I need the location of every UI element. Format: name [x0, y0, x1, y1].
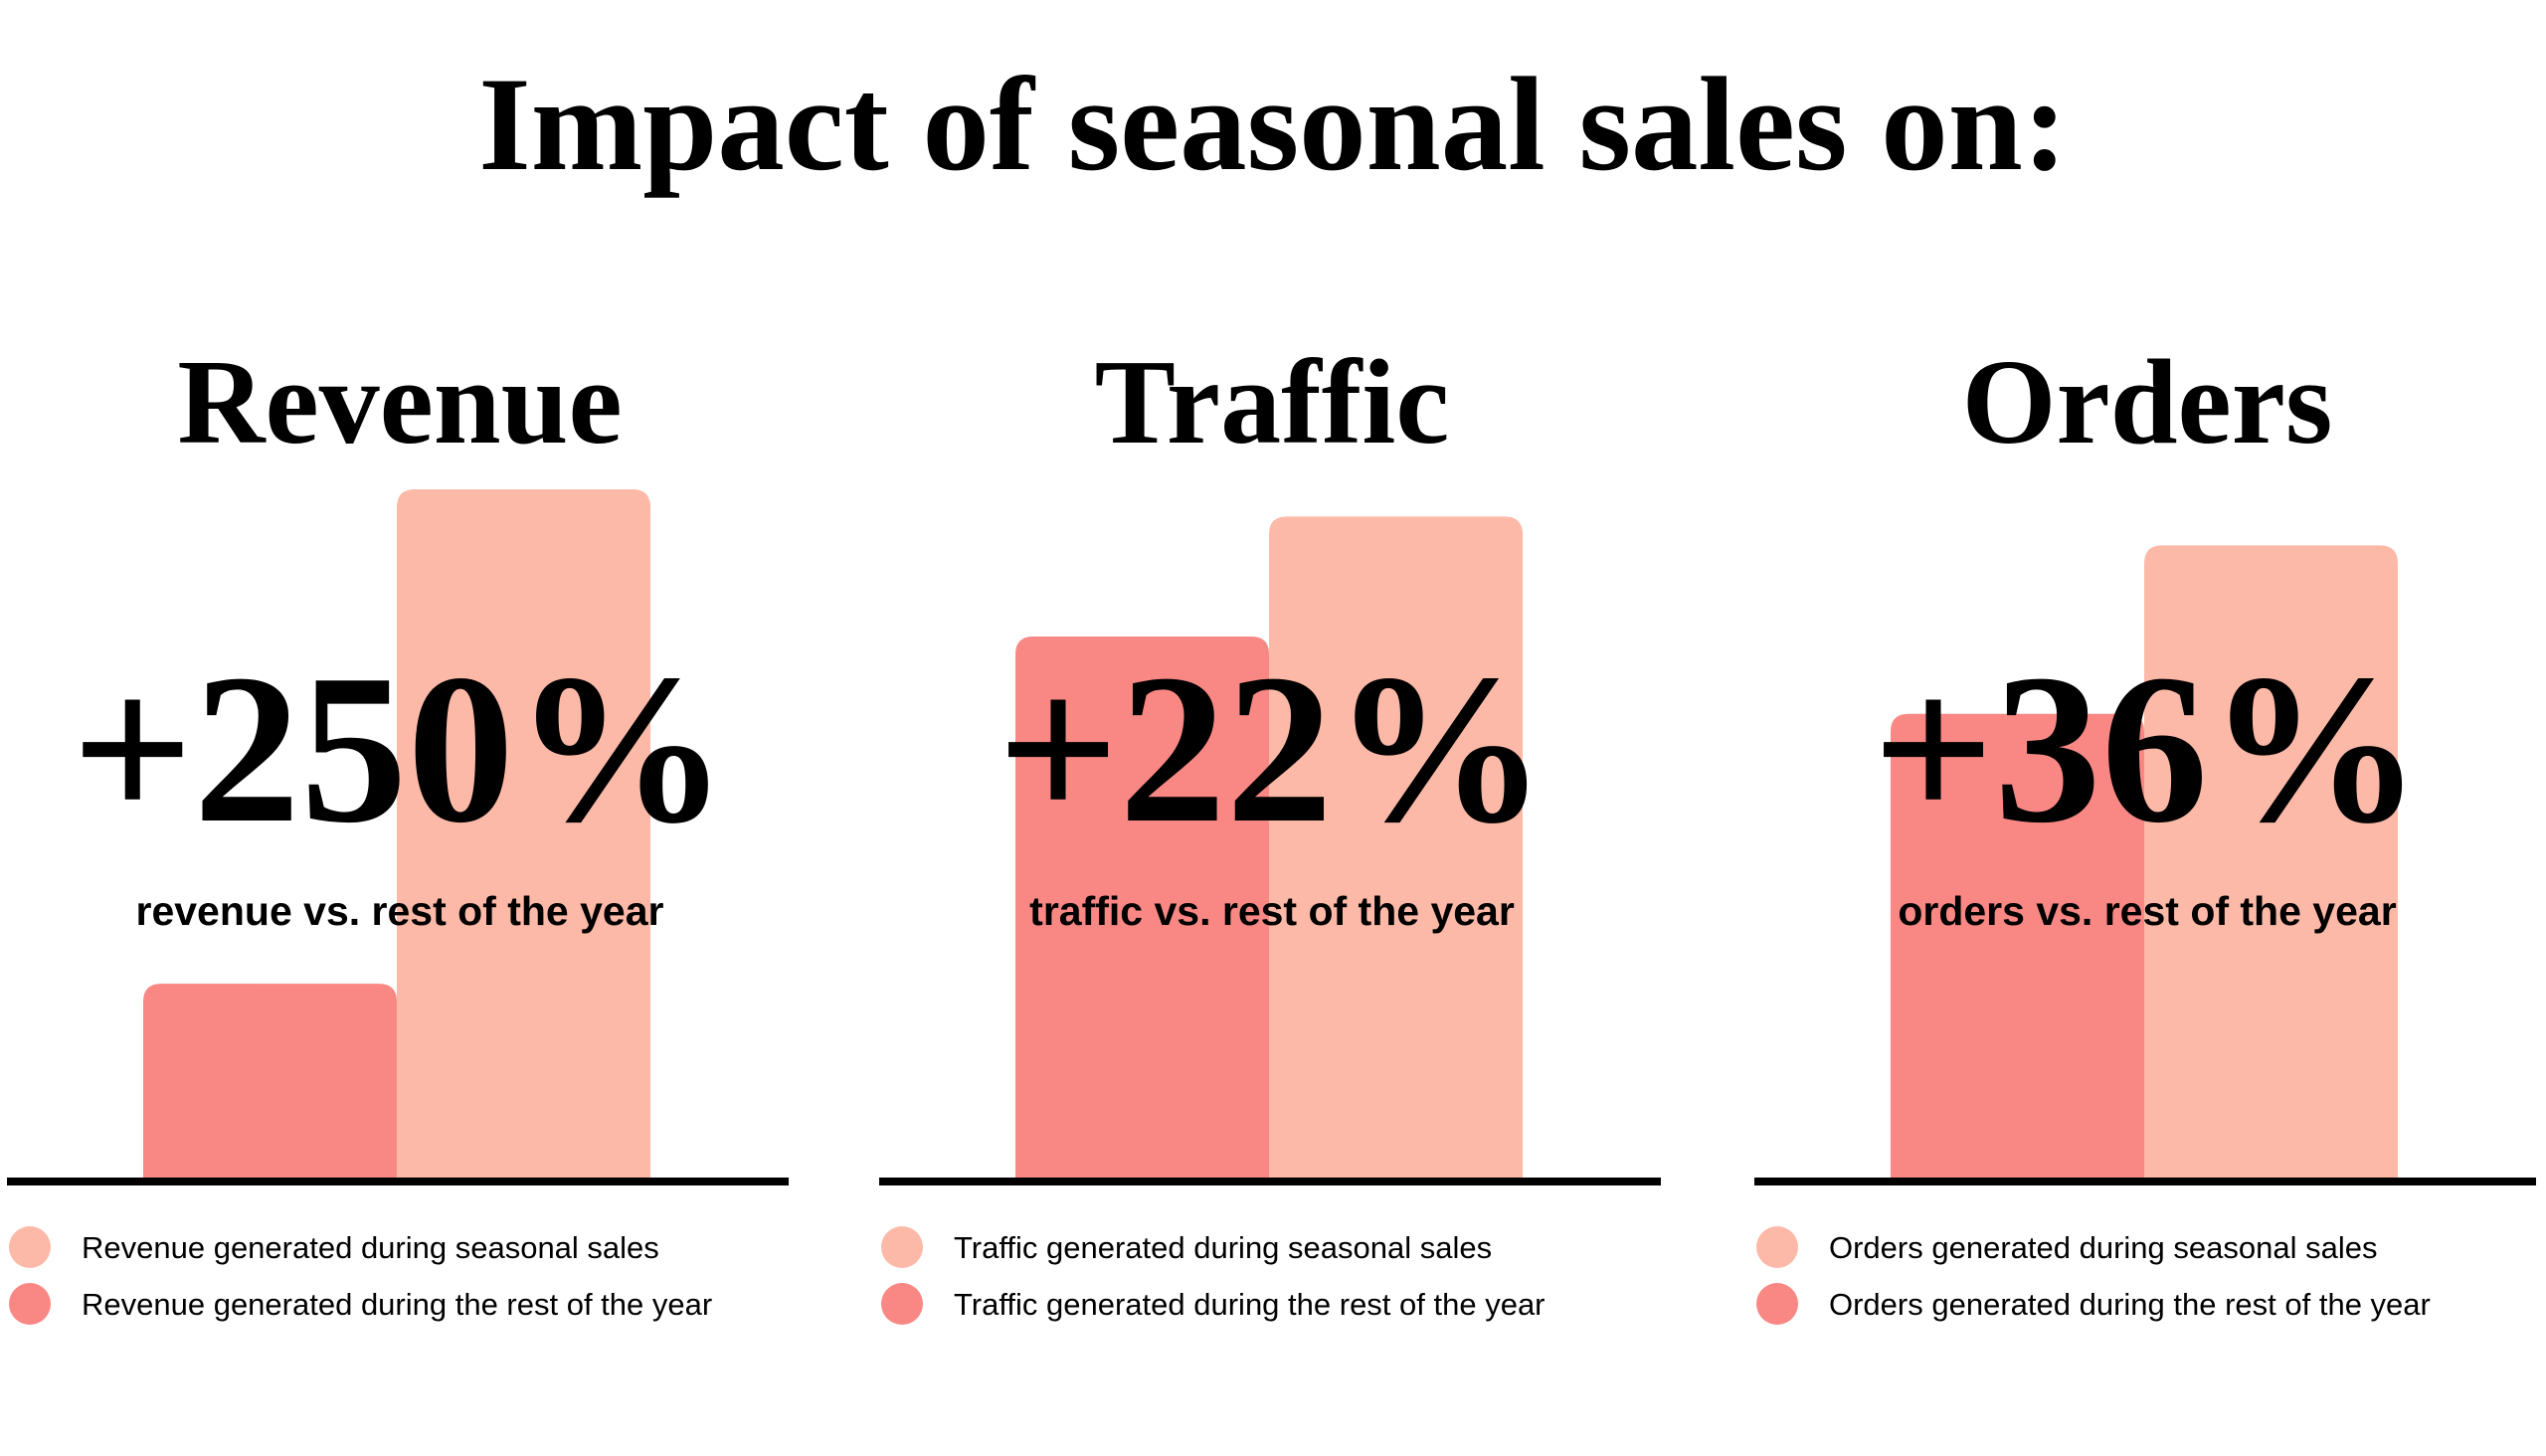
subtitle: orders vs. rest of the year [1898, 888, 2396, 934]
legend-label: Traffic generated during seasonal sales [954, 1230, 1492, 1265]
subtitle: revenue vs. rest of the year [136, 888, 664, 934]
legend-swatch [9, 1283, 51, 1325]
bar [1891, 713, 2144, 1182]
bar [397, 489, 650, 1182]
bar [143, 984, 397, 1182]
page-title: Impact of seasonal sales on: [478, 51, 2068, 199]
legend-swatch [9, 1226, 51, 1268]
big-number: +36% [1873, 630, 2423, 867]
legend-label: Revenue generated during the rest of the… [82, 1287, 712, 1322]
bar [2144, 545, 2398, 1182]
legend-swatch [881, 1283, 923, 1325]
legend-label: Orders generated during seasonal sales [1829, 1230, 2377, 1265]
legend-swatch [1756, 1226, 1798, 1268]
panel-title: Orders [1962, 335, 2333, 469]
legend-label: Traffic generated during the rest of the… [954, 1287, 1546, 1322]
big-number: +250% [72, 630, 728, 867]
panel-title: Revenue [177, 335, 622, 469]
bar [1015, 636, 1269, 1182]
subtitle: traffic vs. rest of the year [1029, 888, 1515, 934]
legend-swatch [1756, 1283, 1798, 1325]
legend-label: Orders generated during the rest of the … [1829, 1287, 2431, 1322]
big-number: +22% [998, 630, 1547, 867]
panel-title: Traffic [1095, 335, 1450, 469]
legend-swatch [881, 1226, 923, 1268]
legend-label: Revenue generated during seasonal sales [82, 1230, 659, 1265]
bar [1269, 516, 1523, 1182]
